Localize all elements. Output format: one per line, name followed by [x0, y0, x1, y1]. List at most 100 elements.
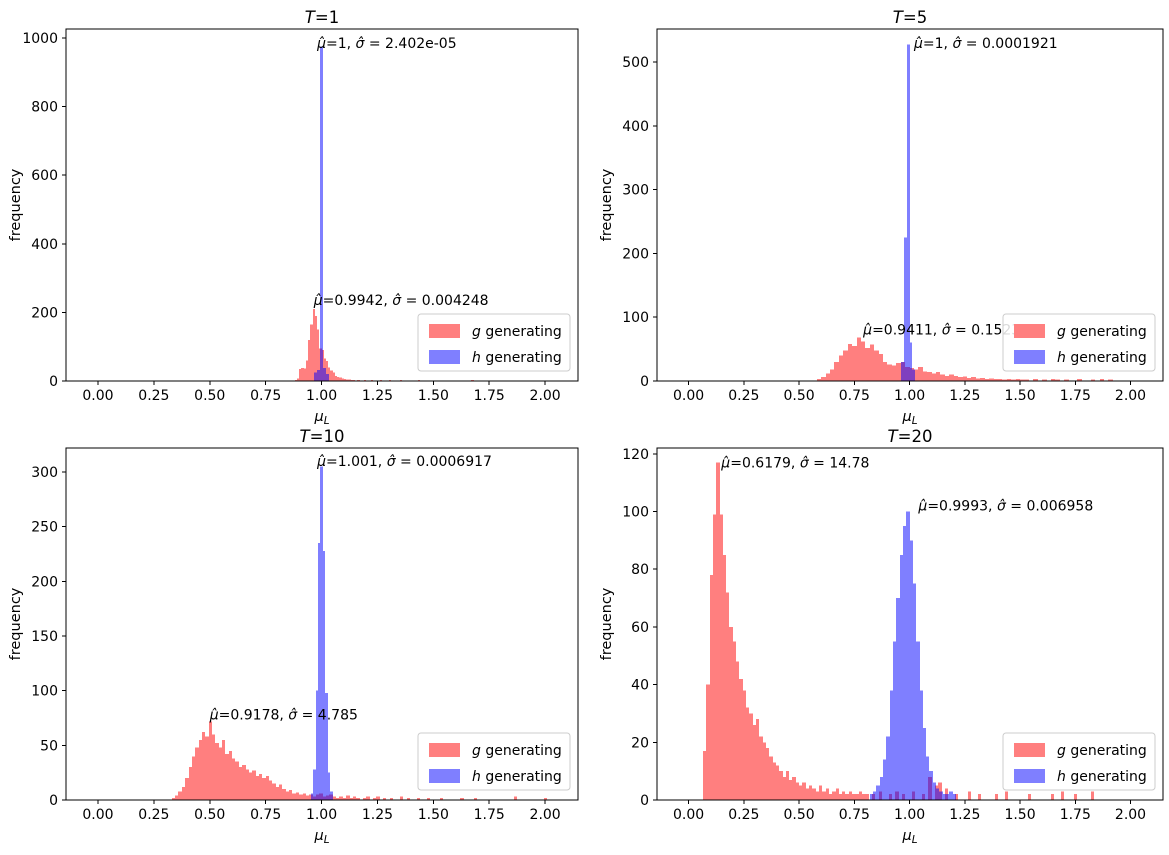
histogram-bar [806, 788, 809, 800]
histogram-bar [209, 721, 212, 800]
histogram-bar [306, 795, 309, 800]
histogram-bar [839, 355, 843, 381]
histogram-bar [923, 727, 926, 800]
histogram-bar [373, 797, 376, 800]
histogram-bar [821, 377, 826, 381]
y-tick-label: 0 [640, 793, 649, 809]
stat-annotation: μ̂=1, σ̂ = 0.0001921 [913, 36, 1058, 52]
histogram-bar [344, 378, 346, 381]
histogram-bar [822, 791, 826, 800]
histogram-bar [205, 736, 209, 800]
legend-swatch-h [1014, 350, 1045, 364]
histogram-bar [313, 308, 315, 381]
histogram-bar [346, 379, 348, 381]
histogram-bar [834, 361, 839, 381]
histogram-bar [736, 661, 739, 800]
histogram-bar [380, 379, 382, 381]
x-axis-label: μL [313, 828, 329, 846]
legend-swatch-h [1014, 769, 1045, 783]
stat-annotation: μ̂=0.9942, σ̂ = 0.004248 [313, 293, 489, 309]
histogram-bar [976, 378, 980, 381]
histogram-bar [816, 791, 819, 800]
histogram-bar [954, 375, 958, 381]
histogram-bar [862, 794, 865, 800]
histogram-bar [773, 762, 776, 800]
histogram-bar [958, 377, 963, 381]
histogram-bar [440, 797, 443, 800]
histogram-bar [310, 324, 313, 381]
histogram-bar [703, 750, 706, 800]
histogram-bar [971, 377, 976, 381]
histogram-bar [839, 794, 842, 800]
histogram-bar [313, 769, 316, 800]
histogram-bar [968, 791, 971, 800]
histogram-bar [202, 732, 205, 800]
series-h-bars [314, 46, 329, 382]
histogram-bar [998, 379, 1002, 381]
histogram-bar [883, 759, 886, 800]
x-tick-label: 0.25 [138, 807, 169, 823]
legend-label-g: g generating [1057, 324, 1147, 340]
histogram-bar [852, 345, 857, 381]
histogram-bar [320, 46, 323, 382]
histogram-bar [746, 707, 749, 800]
histogram-bar [929, 771, 933, 800]
histogram-bar [896, 363, 901, 381]
legend-swatch-h [429, 350, 460, 364]
panel-title: T=20 [888, 428, 933, 446]
histogram-bar [185, 778, 189, 800]
histogram-bar [353, 796, 356, 800]
legend-swatch-h [429, 769, 460, 783]
histogram-bar [342, 378, 344, 381]
y-axis-label: frequency [8, 587, 24, 660]
series-g-bars [817, 337, 1113, 381]
histogram-bar [892, 365, 896, 381]
histogram-bar [299, 368, 301, 381]
histogram-bar [989, 378, 994, 381]
histogram-bar [759, 736, 763, 800]
y-tick-label: 200 [31, 574, 58, 590]
y-axis-label: frequency [599, 587, 615, 660]
histogram-bar [316, 690, 318, 800]
histogram-bar [297, 378, 299, 381]
y-tick-label: 500 [622, 55, 649, 71]
histogram-bar [460, 797, 464, 800]
histogram-bar [339, 377, 342, 381]
x-tick-label: 0.25 [728, 807, 759, 823]
histogram-bar [212, 734, 215, 800]
x-tick-label: 0.75 [839, 388, 870, 404]
histogram-bar [978, 794, 981, 800]
legend: g generating h generating [1002, 313, 1156, 372]
x-tick-label: 1.50 [418, 388, 449, 404]
histogram-bar [1002, 379, 1007, 381]
histogram-bar [726, 592, 729, 800]
histogram-bar [873, 791, 876, 800]
histogram-bar [706, 684, 710, 800]
legend-swatch-g [1014, 743, 1045, 757]
histogram-bar [1042, 379, 1047, 381]
histogram-bar [1024, 379, 1029, 381]
histogram-bar [830, 369, 834, 381]
histogram-bar [799, 785, 802, 800]
histogram-bar [351, 379, 353, 381]
histogram-bar [306, 360, 308, 381]
histogram-bar [779, 771, 783, 800]
x-tick-label: 0.00 [673, 388, 704, 404]
histogram-bar [932, 373, 936, 381]
histogram-bar [1064, 379, 1069, 381]
histogram-bar [812, 788, 816, 800]
stat-annotation: μ̂=0.9178, σ̂ = 4.785 [209, 708, 358, 724]
x-tick-label: 1.75 [474, 807, 505, 823]
histogram-bar [407, 797, 410, 800]
histogram-bar [474, 797, 477, 800]
histogram-bar [246, 769, 249, 800]
histogram-bar [333, 796, 336, 800]
legend-label-h: h generating [472, 769, 562, 785]
histogram-bar [933, 782, 936, 800]
y-tick-label: 100 [622, 504, 649, 520]
histogram-bar [913, 583, 916, 800]
histogram-bar [912, 369, 915, 381]
histogram-bar [829, 794, 832, 800]
histogram-bar [279, 784, 282, 800]
histogram-bar [371, 379, 373, 381]
